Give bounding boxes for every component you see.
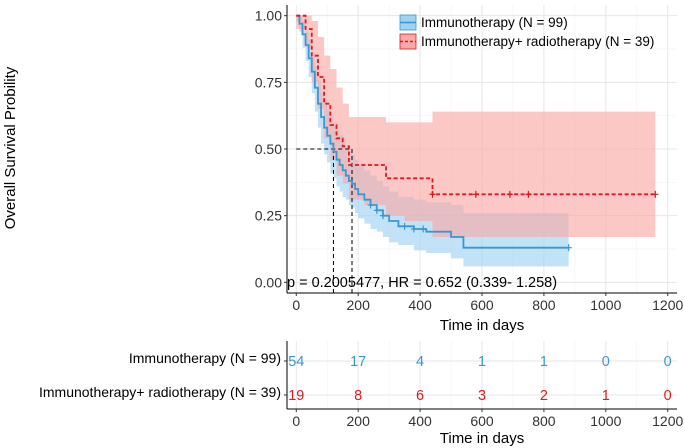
y-tick-label: 0.50 <box>255 141 282 157</box>
p-value-annotation: p = 0.2005477, HR = 0.652 (0.339- 1.258) <box>287 275 557 291</box>
risk-x-tick-label: 1000 <box>590 413 621 429</box>
risk-table-x-tick-labels: 0 200 400 600 800 1000 1200 <box>292 413 683 429</box>
survival-curve-immunotherapy <box>296 14 569 249</box>
risk-row-label-immunotherapy: Immunotherapy (N = 99) <box>129 350 281 366</box>
risk-x-tick-label: 0 <box>292 413 300 429</box>
legend: Immunotherapy (N = 99) Immunotherapy+ ra… <box>399 14 654 50</box>
risk-count: 0 <box>664 354 672 370</box>
survival-curve-combined <box>296 14 656 196</box>
censor-marks <box>367 190 659 252</box>
risk-x-tick-label: 800 <box>532 413 556 429</box>
risk-count: 0 <box>664 388 672 404</box>
risk-x-tick-label: 400 <box>408 413 432 429</box>
risk-table-axis-lines <box>284 341 677 412</box>
y-tick-label: 0.00 <box>255 274 282 290</box>
risk-count: 54 <box>288 354 304 370</box>
y-tick-label: 0.75 <box>255 74 282 90</box>
risk-count: 4 <box>416 354 424 370</box>
x-axis-label: Time in days <box>440 317 524 334</box>
risk-count: 17 <box>350 354 366 370</box>
y-tick-labels: 0.00 0.25 0.50 0.75 1.00 <box>255 8 282 291</box>
x-tick-labels: 0 200 400 600 800 1000 1200 <box>292 297 683 313</box>
risk-count: 1 <box>602 388 610 404</box>
risk-count: 1 <box>540 354 548 370</box>
risk-table-values: 54 17 4 1 1 0 0 19 8 6 3 2 1 0 <box>288 354 672 404</box>
risk-count: 6 <box>416 388 424 404</box>
risk-x-tick-label: 600 <box>470 413 494 429</box>
survival-plot: 0.00 0.25 0.50 0.75 1.00 0 200 400 600 800 1000 12… <box>2 5 683 334</box>
legend-label-combined: Immunotherapy+ radiotherapy (N = 39) <box>421 34 654 49</box>
risk-x-tick-label: 1200 <box>652 413 683 429</box>
x-tick-label: 200 <box>347 297 371 313</box>
y-tick-label: 1.00 <box>255 8 282 24</box>
axis-lines <box>284 5 677 296</box>
confidence-band-combined <box>296 15 656 237</box>
y-tick-label: 0.25 <box>255 208 282 224</box>
risk-count: 19 <box>288 388 304 404</box>
risk-table-grid <box>287 341 677 409</box>
x-tick-label: 600 <box>470 297 494 313</box>
risk-count: 1 <box>478 354 486 370</box>
confidence-bands <box>296 15 656 267</box>
x-tick-label: 1000 <box>590 297 621 313</box>
x-tick-label: 0 <box>292 297 300 313</box>
risk-count: 0 <box>602 354 610 370</box>
risk-table: 54 17 4 1 1 0 0 19 8 6 3 2 1 0 Immunotherapy (N = 99)… <box>39 341 683 447</box>
risk-row-label-combined: Immunotherapy+ radiotherapy (N = 39) <box>39 384 281 400</box>
legend-item-immunotherapy: Immunotherapy (N = 99) <box>399 14 568 31</box>
median-lines <box>296 148 353 293</box>
risk-count: 3 <box>478 388 486 404</box>
risk-count: 8 <box>354 388 362 404</box>
x-tick-label: 800 <box>532 297 556 313</box>
risk-x-tick-label: 200 <box>347 413 371 429</box>
survival-curves <box>296 14 656 249</box>
x-tick-label: 400 <box>408 297 432 313</box>
y-axis-label: Overall Survival Probility <box>2 66 19 229</box>
legend-item-combined: Immunotherapy+ radiotherapy (N = 39) <box>399 33 654 50</box>
risk-count: 2 <box>540 388 548 404</box>
legend-label-immunotherapy: Immunotherapy (N = 99) <box>421 15 568 30</box>
x-tick-label: 1200 <box>652 297 683 313</box>
risk-table-x-axis-label: Time in days <box>440 430 524 447</box>
